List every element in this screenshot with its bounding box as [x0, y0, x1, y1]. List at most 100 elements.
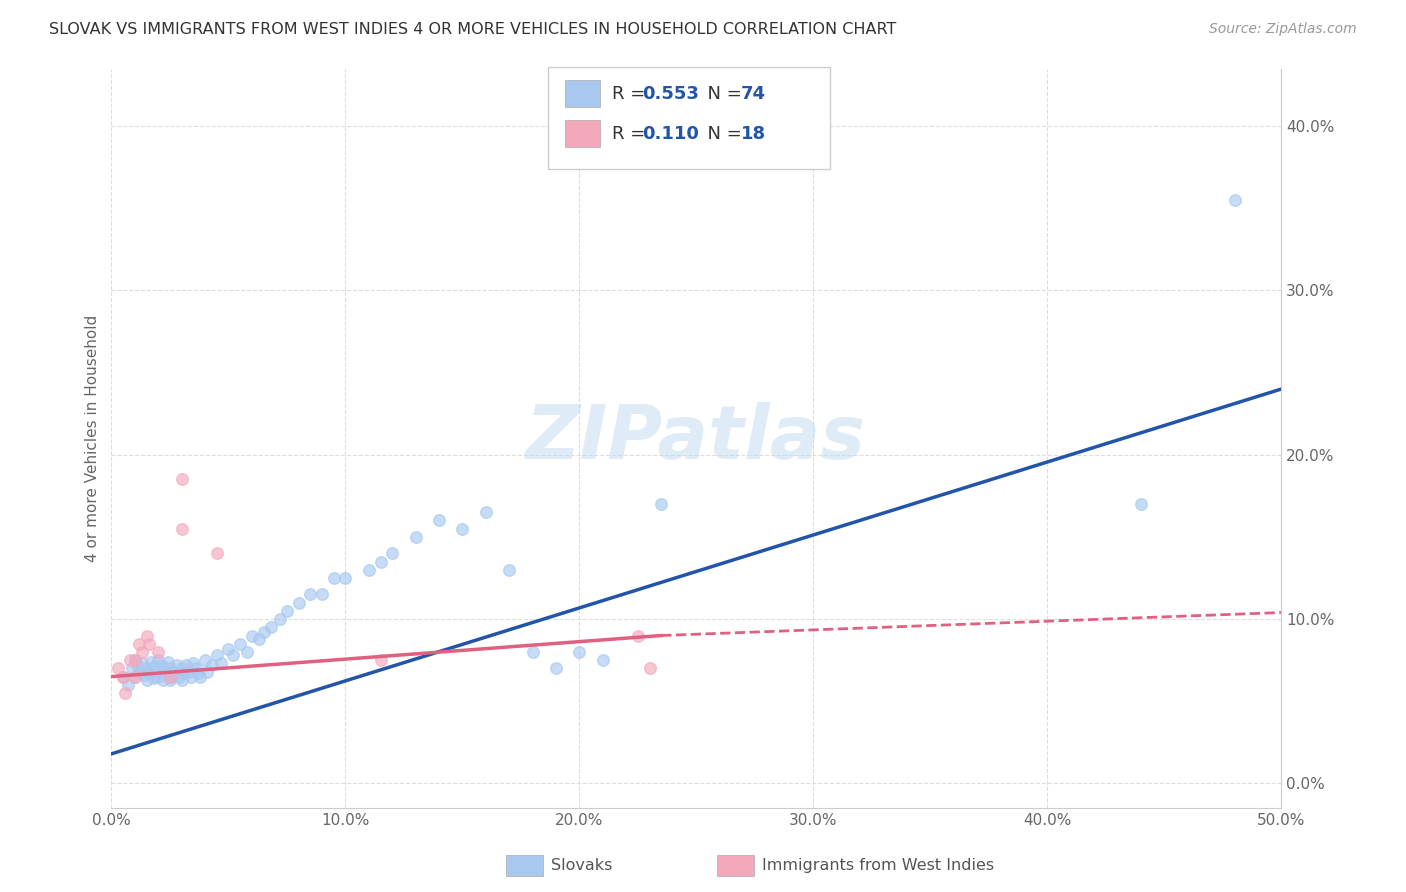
Point: [370, 653, 392, 667]
Point: [149, 658, 172, 673]
Point: [145, 665, 167, 679]
Point: [148, 653, 170, 667]
Point: [269, 612, 291, 626]
Point: [124, 670, 146, 684]
Point: [170, 673, 193, 687]
Point: [127, 658, 149, 673]
Point: [229, 637, 252, 651]
Point: [163, 665, 186, 679]
Point: [159, 670, 181, 684]
Point: [159, 673, 181, 687]
Text: R =: R =: [612, 125, 651, 143]
Point: [405, 530, 427, 544]
Point: [169, 670, 191, 684]
Point: [638, 661, 661, 675]
Point: [335, 571, 357, 585]
Point: [135, 673, 157, 687]
Point: [170, 661, 193, 675]
Point: [124, 653, 146, 667]
Point: [370, 555, 392, 569]
Point: [134, 668, 156, 682]
Point: [187, 666, 209, 681]
Point: [152, 661, 174, 675]
Point: [173, 666, 195, 681]
Point: [174, 658, 197, 673]
Point: [181, 657, 204, 671]
Point: [184, 661, 207, 675]
Text: R =: R =: [612, 85, 651, 103]
Point: [209, 657, 232, 671]
Point: [135, 628, 157, 642]
Point: [128, 665, 150, 679]
Point: [170, 522, 193, 536]
Point: [112, 670, 135, 684]
Text: Immigrants from West Indies: Immigrants from West Indies: [762, 858, 994, 872]
Point: [195, 665, 218, 679]
Point: [259, 620, 281, 634]
Point: [156, 655, 179, 669]
Point: [148, 645, 170, 659]
Point: [475, 505, 498, 519]
Y-axis label: 4 or more Vehicles in Household: 4 or more Vehicles in Household: [86, 315, 100, 562]
Point: [117, 678, 139, 692]
Text: N =: N =: [696, 125, 748, 143]
Point: [311, 587, 333, 601]
Point: [357, 563, 380, 577]
Point: [236, 645, 259, 659]
Point: [170, 472, 193, 486]
Point: [299, 587, 322, 601]
Point: [131, 645, 153, 659]
Point: [148, 670, 170, 684]
Point: [121, 661, 143, 675]
Point: [131, 657, 153, 671]
Point: [120, 653, 142, 667]
Text: 0.553: 0.553: [643, 85, 699, 103]
Text: ZIPatlas: ZIPatlas: [526, 401, 866, 475]
Text: Source: ZipAtlas.com: Source: ZipAtlas.com: [1209, 22, 1357, 37]
Point: [166, 658, 188, 673]
Point: [141, 655, 163, 669]
Point: [114, 686, 136, 700]
Point: [124, 670, 146, 684]
Text: N =: N =: [696, 85, 748, 103]
Point: [205, 648, 228, 663]
Point: [427, 513, 450, 527]
Text: SLOVAK VS IMMIGRANTS FROM WEST INDIES 4 OR MORE VEHICLES IN HOUSEHOLD CORRELATIO: SLOVAK VS IMMIGRANTS FROM WEST INDIES 4 …: [49, 22, 897, 37]
Point: [177, 665, 200, 679]
Point: [107, 661, 129, 675]
Point: [162, 670, 184, 684]
Point: [592, 653, 614, 667]
Point: [627, 628, 650, 642]
Point: [240, 628, 263, 642]
Text: 0.110: 0.110: [643, 125, 699, 143]
Point: [1130, 497, 1153, 511]
Text: 74: 74: [741, 85, 766, 103]
Point: [205, 546, 228, 560]
Point: [252, 625, 274, 640]
Point: [112, 670, 135, 684]
Point: [222, 648, 245, 663]
Point: [451, 522, 474, 536]
Point: [201, 658, 224, 673]
Point: [159, 661, 181, 675]
Point: [544, 661, 567, 675]
Point: [381, 546, 404, 560]
Point: [287, 596, 309, 610]
Text: 18: 18: [741, 125, 766, 143]
Point: [180, 670, 202, 684]
Point: [322, 571, 344, 585]
Point: [138, 666, 160, 681]
Point: [142, 671, 165, 685]
Point: [1223, 193, 1246, 207]
Point: [135, 661, 157, 675]
Point: [142, 659, 165, 673]
Point: [247, 632, 270, 646]
Text: Slovaks: Slovaks: [551, 858, 613, 872]
Point: [152, 673, 174, 687]
Point: [188, 670, 211, 684]
Point: [522, 645, 544, 659]
Point: [498, 563, 520, 577]
Point: [138, 637, 160, 651]
Point: [217, 641, 239, 656]
Point: [124, 653, 146, 667]
